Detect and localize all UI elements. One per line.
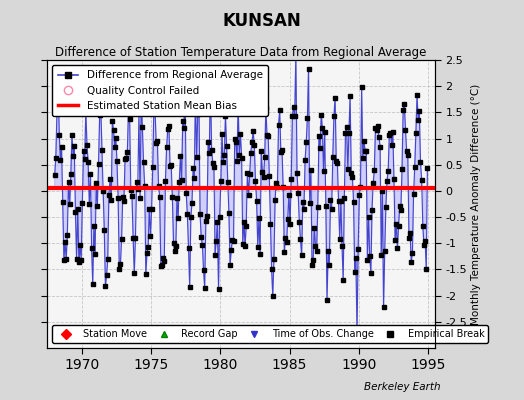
Title: Difference of Station Temperature Data from Regional Average: Difference of Station Temperature Data f…	[56, 46, 427, 59]
Y-axis label: Monthly Temperature Anomaly Difference (°C): Monthly Temperature Anomaly Difference (…	[471, 83, 481, 325]
Text: KUNSAN: KUNSAN	[223, 12, 301, 30]
Legend: Station Move, Record Gap, Time of Obs. Change, Empirical Break: Station Move, Record Gap, Time of Obs. C…	[52, 325, 488, 343]
Text: Berkeley Earth: Berkeley Earth	[364, 382, 440, 392]
